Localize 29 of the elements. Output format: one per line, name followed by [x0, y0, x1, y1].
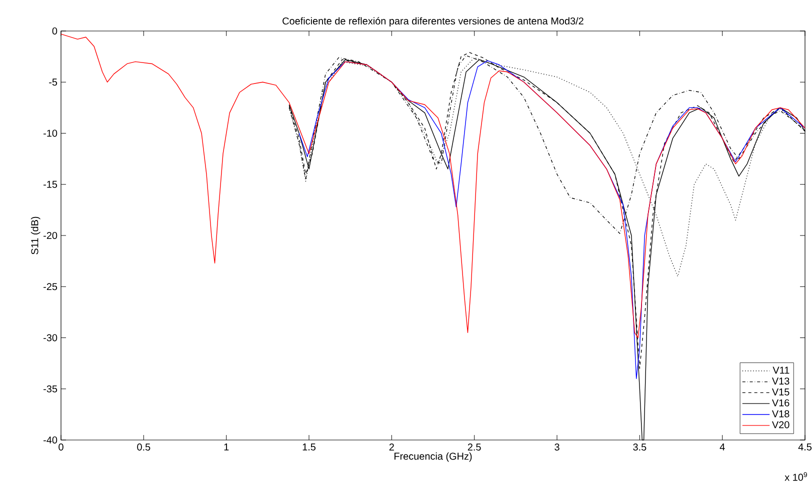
x-tick-label: 2.5 — [468, 444, 481, 451]
x-tick-label: 3.5 — [633, 444, 646, 451]
x-tick-label: 1.5 — [302, 444, 316, 450]
y-tick-label: -25 — [44, 283, 58, 290]
y-tick-label: -5 — [49, 78, 58, 86]
x-tick-label: 2 — [389, 444, 394, 450]
legend-label: V15 — [772, 388, 790, 396]
chart-title: Coeficiente de reflexión para diferentes versiones de antena Mod3/2 — [282, 17, 584, 26]
text: x 10$^{9}$ — [784, 472, 807, 481]
y-tick-label: -15 — [44, 180, 58, 188]
legend-label: V18 — [772, 410, 790, 418]
y-tick-label: -10 — [44, 130, 58, 137]
y-axis-title: S11 (dB) — [30, 216, 40, 254]
x-tick-label: 1 — [224, 444, 229, 450]
y-tick-label: 0 — [52, 27, 58, 35]
y-tick-label: -30 — [44, 334, 58, 342]
y-tick-label: -20 — [44, 232, 58, 240]
legend-label: V16 — [772, 399, 790, 406]
y-tick-label: -35 — [44, 385, 58, 392]
y-tick-label: -40 — [44, 436, 58, 444]
x-tick-label: 4.5 — [798, 444, 812, 450]
x-tick-label: 0.5 — [137, 444, 150, 451]
x-tick-label: 4 — [720, 444, 725, 450]
x-tick-label: 3 — [554, 444, 560, 451]
x-tick-label: 0 — [58, 444, 64, 451]
legend-label: V20 — [772, 421, 790, 428]
x-axis-title: Frecuencia (GHz) — [394, 452, 472, 462]
legend-label: V11 — [772, 366, 790, 374]
legend-label: V13 — [772, 378, 790, 385]
